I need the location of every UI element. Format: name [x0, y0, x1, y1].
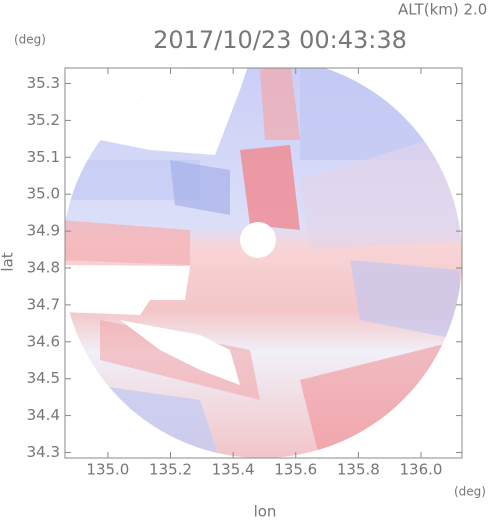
x-axis-label: lon [254, 503, 277, 521]
x-unit: (deg) [454, 485, 486, 499]
x-tick-label: 135.2 [149, 461, 192, 479]
altitude-label: ALT(km) 2.0 [398, 1, 487, 19]
radar-field [65, 68, 462, 458]
y-tick-label: 34.8 [27, 258, 60, 276]
plot-frame [64, 67, 463, 459]
y-tick-label: 35.3 [27, 74, 60, 92]
y-axis-label: lat [0, 252, 17, 271]
x-tick-label: 135.6 [274, 461, 317, 479]
x-tick-label: 135.0 [86, 461, 129, 479]
y-unit: (deg) [14, 33, 46, 47]
x-tick-label: 136.0 [400, 461, 443, 479]
y-tick-label: 34.6 [27, 332, 60, 350]
x-tick-label: 135.8 [337, 461, 380, 479]
y-tick-label: 34.7 [27, 295, 60, 313]
chart-title: 2017/10/23 00:43:38 [153, 26, 407, 54]
y-tick-label: 35.1 [27, 148, 60, 166]
y-tick-label: 35.0 [27, 185, 60, 203]
y-tick-label: 34.5 [27, 369, 60, 387]
y-tick-label: 34.9 [27, 222, 60, 240]
y-tick-label: 35.2 [27, 111, 60, 129]
x-tick-label: 135.4 [212, 461, 255, 479]
y-tick-label: 34.3 [27, 443, 60, 461]
y-tick-label: 34.4 [27, 406, 60, 424]
